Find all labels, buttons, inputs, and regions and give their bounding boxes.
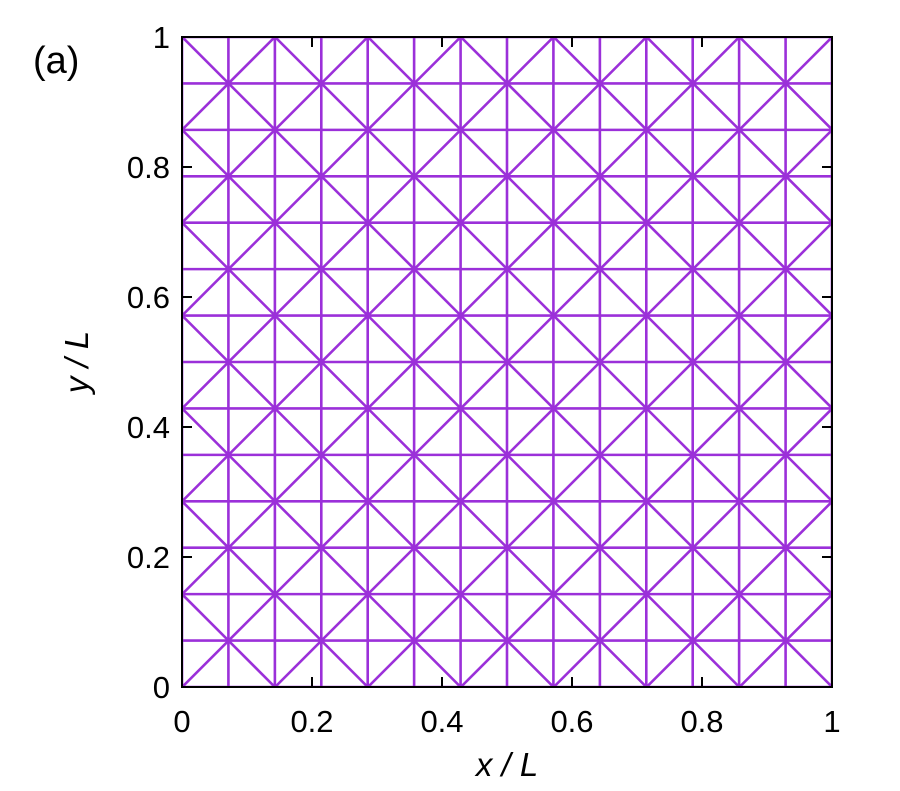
mesh-diagonal-line [182,37,832,687]
y-tick-label: 0.4 [127,410,170,445]
mesh-diagonal-line [274,128,832,687]
mesh-diagonal-line [182,406,462,687]
x-axis-label: x / L [474,746,538,783]
mesh-diagonal-line [182,37,462,318]
plot-frame [181,36,833,688]
y-tick-label: 1 [153,20,170,55]
mesh-diagonal-line [182,37,555,411]
mesh-diagonal-line [552,406,832,687]
x-tick-label: 0.2 [290,704,333,739]
x-tick-label: 1 [823,704,840,739]
mesh-diagonal-line [645,37,832,225]
mesh-diagonal-line [645,499,832,687]
mesh-diagonal-line [182,37,741,597]
y-tick-labels: 0 0.2 0.4 0.6 0.8 1 [127,20,170,705]
y-tick-label: 0.2 [127,540,170,575]
x-tick-label: 0.6 [550,704,593,739]
mesh-diagonal-line [182,499,369,687]
y-axis-label: y / L [58,331,95,395]
mesh-diagonal-line [552,37,832,318]
mesh-lines [182,37,832,687]
y-tick-label: 0 [153,670,170,705]
mesh-diagonal-line [367,221,832,687]
mesh-diagonal-line [459,314,832,687]
x-tick-label: 0.8 [680,704,723,739]
axis-ticks [181,36,833,688]
mesh-diagonal-line [182,37,648,504]
x-tick-label: 0.4 [420,704,463,739]
x-tick-label: 0 [173,704,190,739]
mesh-diagonal-line [182,37,369,225]
y-tick-label: 0.8 [127,150,170,185]
x-tick-labels: 0 0.2 0.4 0.6 0.8 1 [173,704,840,739]
panel-label: (a) [33,40,79,82]
y-tick-label: 0.6 [127,280,170,315]
